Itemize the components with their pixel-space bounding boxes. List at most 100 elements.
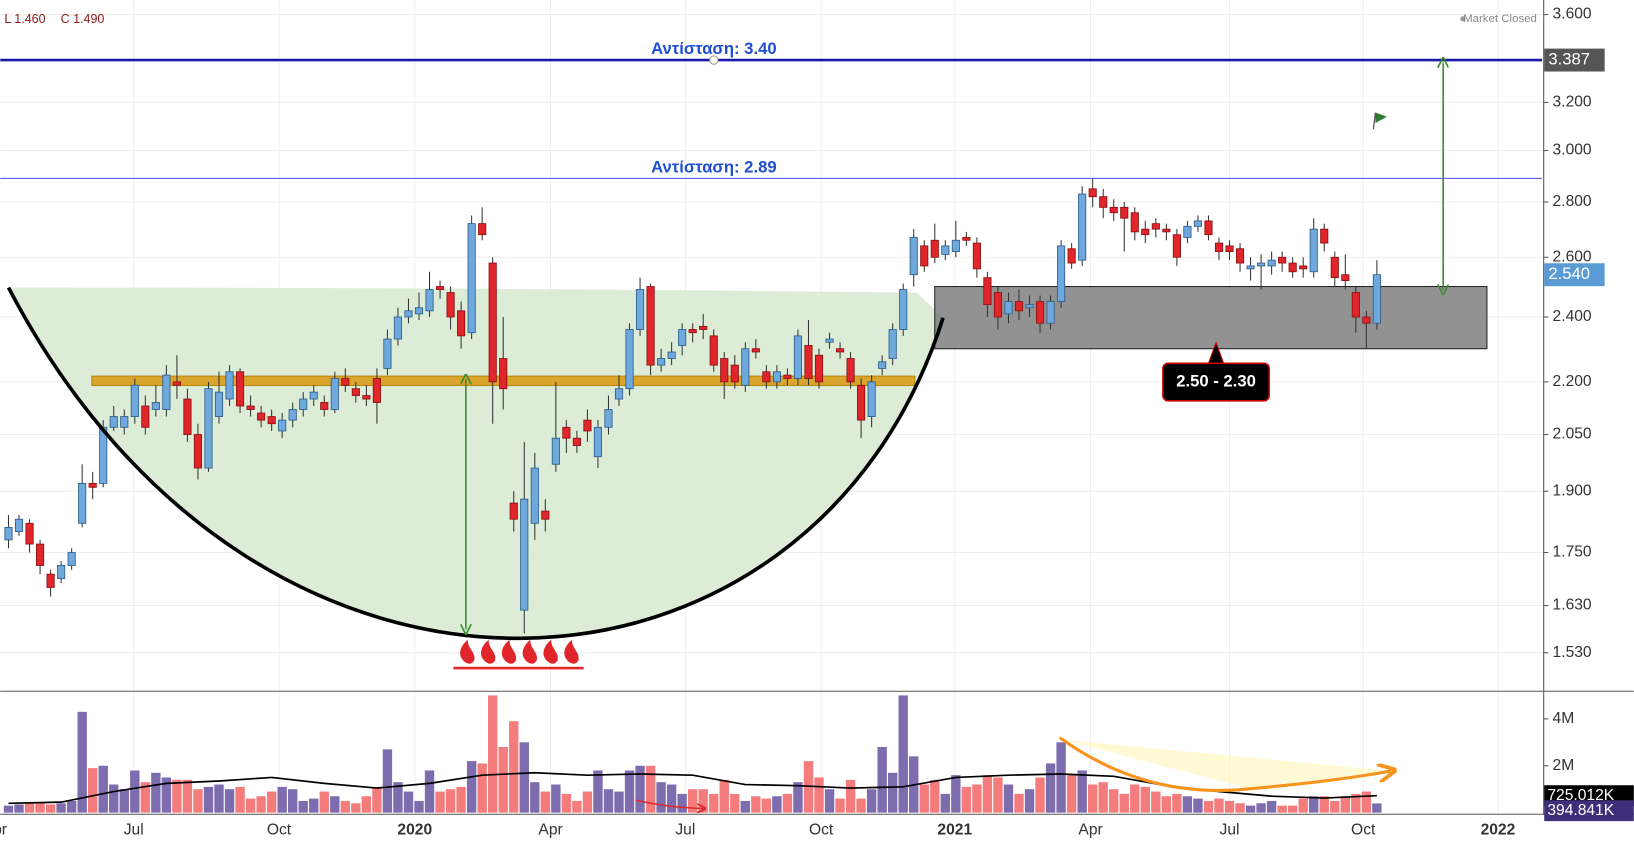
volume-bar bbox=[509, 721, 519, 813]
market-status: Market Closed bbox=[1463, 13, 1537, 25]
y-tick-label: 2.050 bbox=[1553, 426, 1592, 443]
volume-bar bbox=[519, 742, 529, 813]
volume-bar bbox=[772, 796, 782, 813]
candle-body bbox=[1278, 256, 1287, 264]
status-dot bbox=[1460, 16, 1466, 22]
y-tick-label: 1.900 bbox=[1553, 482, 1592, 499]
candle-body bbox=[162, 374, 171, 410]
candle-body bbox=[1246, 265, 1255, 270]
volume-bar bbox=[1330, 800, 1340, 813]
candle-body bbox=[983, 277, 992, 306]
candle-body bbox=[1099, 196, 1108, 208]
candle-body bbox=[825, 338, 834, 343]
candle-body bbox=[878, 361, 887, 369]
y-tick-label: 2M bbox=[1553, 757, 1575, 774]
candles bbox=[0, 58, 1543, 634]
volume-badge bbox=[1544, 800, 1634, 822]
volume-bar bbox=[666, 784, 677, 813]
volume-bar bbox=[551, 784, 561, 813]
candle-body bbox=[14, 518, 24, 532]
y-tick-label: 3.600 bbox=[1553, 6, 1592, 23]
volume-bar bbox=[1130, 784, 1140, 813]
candle-body bbox=[488, 262, 497, 383]
volume-bar bbox=[66, 800, 77, 813]
candle-body bbox=[309, 391, 318, 400]
candle-body bbox=[709, 335, 718, 366]
volume-bar bbox=[35, 802, 45, 813]
candle-body bbox=[78, 482, 87, 524]
candle-body bbox=[888, 329, 897, 359]
candle-body bbox=[520, 498, 529, 611]
candle-body bbox=[572, 437, 581, 446]
candle-body bbox=[699, 325, 708, 330]
volume-bar bbox=[266, 791, 277, 813]
volume-bar bbox=[1287, 805, 1298, 813]
volume-bar bbox=[24, 803, 35, 813]
candle-body bbox=[846, 358, 855, 383]
volume-bar bbox=[256, 796, 266, 813]
header-low: L 1.460 bbox=[4, 12, 45, 26]
candle-body bbox=[720, 358, 729, 383]
volume-bar bbox=[1098, 782, 1108, 813]
candle-body bbox=[583, 419, 592, 432]
volume-bar bbox=[561, 793, 572, 813]
volume-bar bbox=[88, 768, 98, 813]
volume-bar bbox=[298, 800, 308, 813]
volume-trend-arrow bbox=[1058, 736, 1391, 793]
candle-body bbox=[1141, 228, 1150, 236]
volume-bar bbox=[1361, 791, 1372, 813]
candle-body bbox=[1330, 256, 1339, 279]
cup-curve bbox=[6, 286, 945, 641]
candle-body bbox=[278, 419, 287, 432]
volume-bar bbox=[309, 798, 319, 813]
candle-body bbox=[509, 502, 518, 520]
volume-bar bbox=[445, 789, 456, 813]
candle-body bbox=[1341, 274, 1350, 282]
volume-bar bbox=[193, 789, 203, 813]
candle-body bbox=[1372, 274, 1381, 324]
candle-body bbox=[299, 398, 308, 410]
volume-bar bbox=[130, 770, 140, 813]
volume-bar bbox=[98, 765, 108, 813]
candle-body bbox=[457, 310, 466, 337]
candle-body bbox=[751, 348, 760, 353]
volume-bar bbox=[466, 761, 477, 813]
candle-body bbox=[867, 381, 876, 417]
volume-bar bbox=[235, 786, 245, 813]
y-tick-label: 2.600 bbox=[1553, 248, 1592, 265]
candle-body bbox=[551, 437, 560, 465]
price-badge bbox=[1544, 48, 1605, 72]
volume-bar bbox=[1256, 803, 1266, 813]
volume-bar bbox=[109, 784, 119, 813]
volume-bar bbox=[361, 796, 372, 813]
x-tick-label: Jul bbox=[1220, 821, 1240, 838]
candle-body bbox=[1035, 301, 1045, 324]
candle-body bbox=[404, 310, 413, 318]
volume-bar bbox=[572, 800, 582, 813]
volume-bar bbox=[1161, 796, 1172, 813]
zone-layer bbox=[934, 286, 1488, 350]
candle-body bbox=[657, 358, 666, 366]
candle-body bbox=[688, 329, 697, 334]
volume-bar bbox=[814, 777, 824, 813]
volume-bar bbox=[845, 779, 856, 813]
candle-body bbox=[1257, 262, 1266, 267]
volume-bar bbox=[498, 747, 508, 813]
y-tick-label: 1.630 bbox=[1553, 597, 1592, 614]
volume-bar bbox=[1214, 798, 1224, 813]
volume-bar bbox=[456, 786, 466, 813]
volume-bar bbox=[1266, 800, 1277, 813]
candle-body bbox=[1078, 193, 1087, 261]
candle-body bbox=[930, 239, 939, 258]
candle-body bbox=[120, 416, 129, 428]
volume-bar bbox=[656, 782, 666, 813]
volume-bar bbox=[1119, 793, 1129, 813]
volume-bar bbox=[1235, 803, 1245, 813]
candle-body bbox=[741, 348, 750, 386]
candle-body bbox=[593, 426, 603, 458]
candle-body bbox=[1109, 206, 1118, 214]
volume-bar bbox=[3, 805, 14, 813]
candle-body bbox=[1288, 262, 1297, 273]
